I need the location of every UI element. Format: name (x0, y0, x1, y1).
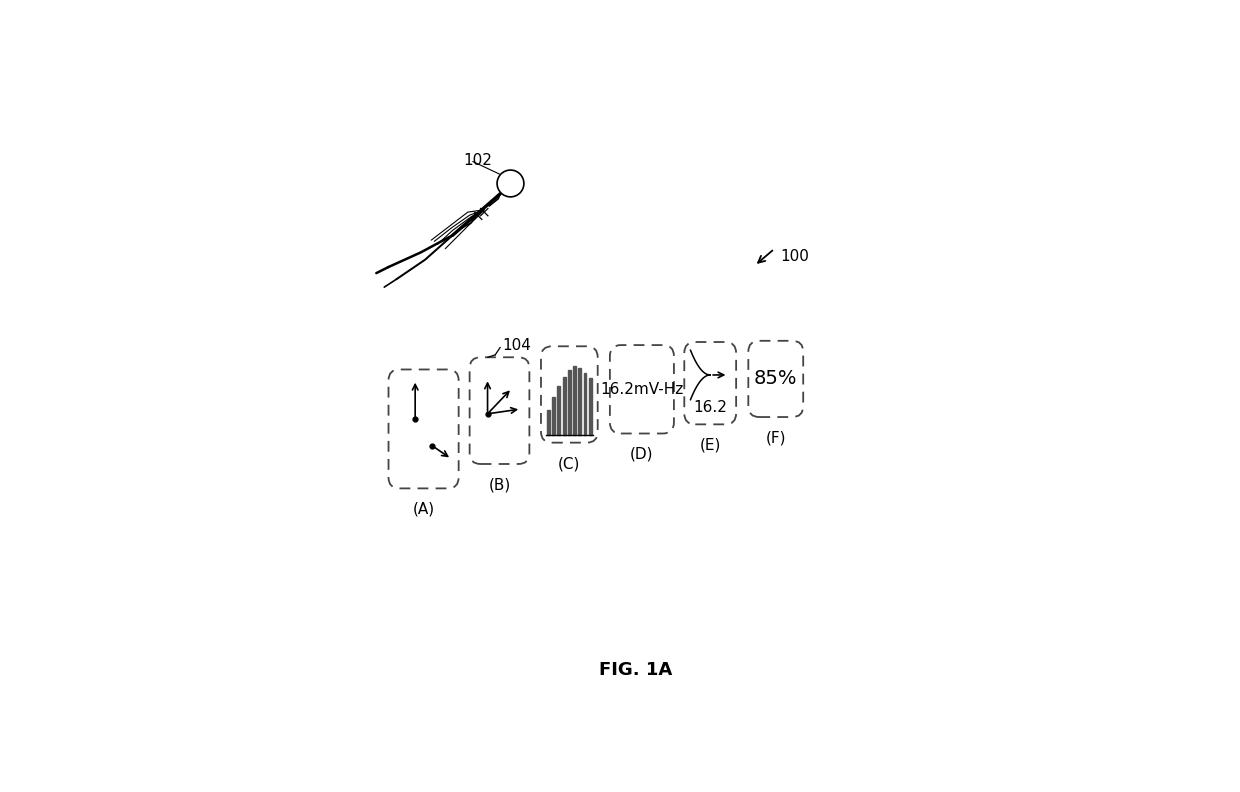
Text: (E): (E) (699, 438, 720, 453)
Text: (A): (A) (413, 502, 435, 517)
FancyBboxPatch shape (684, 342, 737, 425)
Text: 16.2: 16.2 (693, 400, 727, 414)
FancyBboxPatch shape (388, 369, 459, 489)
Bar (568, 370, 570, 436)
Text: (D): (D) (630, 447, 653, 462)
Bar (558, 386, 560, 436)
Bar (578, 368, 582, 436)
Text: (C): (C) (558, 456, 580, 471)
Text: 104: 104 (502, 337, 532, 352)
Bar (547, 409, 549, 436)
Text: (B): (B) (489, 478, 511, 493)
Text: FIG. 1A: FIG. 1A (599, 661, 672, 679)
Bar (573, 366, 577, 436)
Text: (F): (F) (765, 431, 786, 445)
Bar (563, 377, 565, 436)
Text: 102: 102 (464, 153, 492, 168)
Text: 16.2mV-Hz: 16.2mV-Hz (600, 382, 683, 397)
FancyBboxPatch shape (748, 341, 804, 417)
Text: 85%: 85% (754, 369, 797, 388)
FancyBboxPatch shape (610, 345, 673, 433)
FancyBboxPatch shape (470, 357, 529, 464)
FancyBboxPatch shape (541, 346, 598, 443)
Bar (589, 379, 591, 436)
Bar (552, 398, 556, 436)
Bar (584, 373, 587, 436)
Text: 100: 100 (781, 249, 810, 265)
